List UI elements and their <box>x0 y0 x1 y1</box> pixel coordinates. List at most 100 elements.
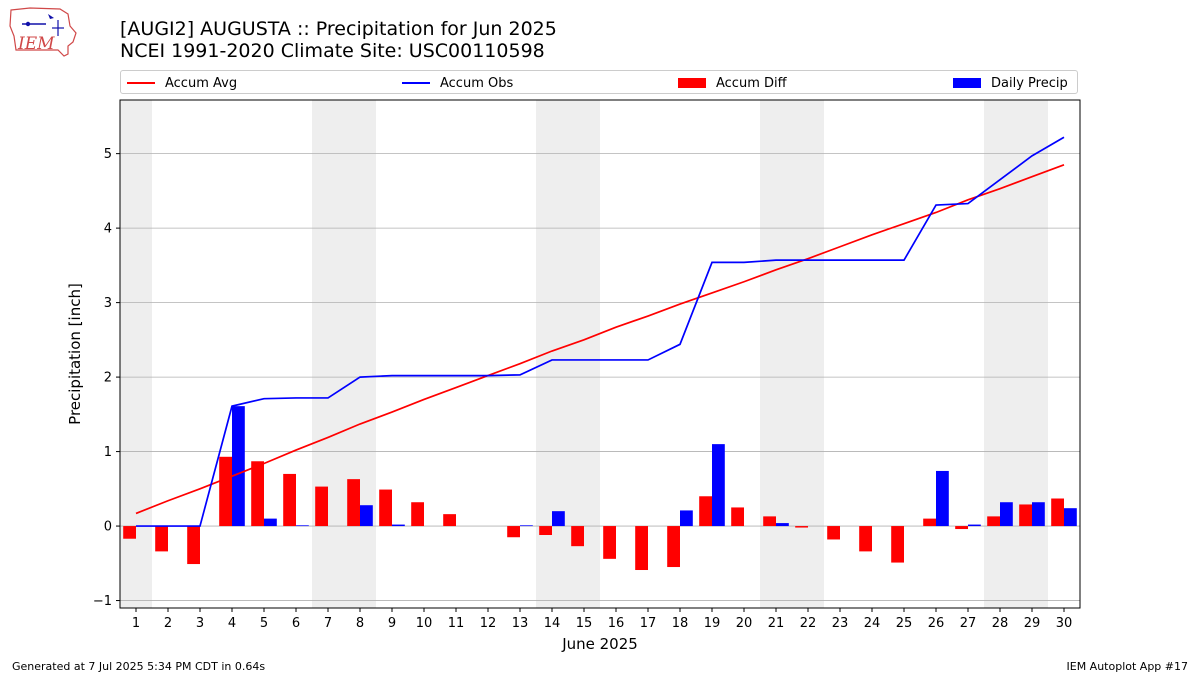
footer-generated: Generated at 7 Jul 2025 5:34 PM CDT in 0… <box>12 660 266 673</box>
x-tick-label-10: 10 <box>416 616 433 631</box>
bar-accum-diff-20 <box>731 507 744 527</box>
bar-daily-precip-19 <box>712 444 725 527</box>
bar-daily-precip-8 <box>360 505 373 527</box>
bar-accum-diff-23 <box>827 526 840 540</box>
x-tick-label-17: 17 <box>640 616 657 631</box>
bar-accum-diff-25 <box>891 526 904 563</box>
weekend-shade-1 <box>120 100 152 608</box>
x-tick-label-5: 5 <box>260 616 268 631</box>
bar-accum-diff-13 <box>507 526 520 538</box>
bar-accum-diff-2 <box>155 526 168 552</box>
x-tick-label-8: 8 <box>356 616 364 631</box>
y-axis-label: Precipitation [inch] <box>66 283 84 425</box>
bar-daily-precip-28 <box>1000 502 1013 527</box>
y-tick-label--1: −1 <box>93 594 112 609</box>
x-tick-label-18: 18 <box>672 616 689 631</box>
x-tick-label-15: 15 <box>576 616 593 631</box>
legend-accum-obs-label: Accum Obs <box>440 75 514 91</box>
bar-accum-diff-30 <box>1051 498 1064 527</box>
bar-accum-diff-7 <box>315 486 328 527</box>
bar-accum-diff-24 <box>859 526 872 552</box>
bar-accum-diff-9 <box>379 489 392 527</box>
bar-accum-diff-3 <box>187 526 200 565</box>
bar-daily-precip-26 <box>936 470 949 527</box>
bar-daily-precip-30 <box>1064 508 1077 527</box>
x-tick-label-11: 11 <box>448 616 465 631</box>
x-axis-label: June 2025 <box>561 635 638 653</box>
x-tick-label-3: 3 <box>196 616 204 631</box>
bar-daily-precip-13 <box>520 525 533 527</box>
x-tick-label-25: 25 <box>896 616 913 631</box>
bar-accum-diff-16 <box>603 526 616 559</box>
bar-accum-diff-21 <box>763 516 776 527</box>
x-tick-label-24: 24 <box>864 616 881 631</box>
bar-daily-precip-21 <box>776 523 789 527</box>
legend-accum-avg-swatch <box>127 82 155 84</box>
svg-text:IEM: IEM <box>17 34 55 54</box>
bar-daily-precip-18 <box>680 510 693 527</box>
y-tick-label-5: 5 <box>104 147 112 162</box>
chart-subtitle: NCEI 1991-2020 Climate Site: USC00110598 <box>120 40 545 62</box>
bar-accum-diff-19 <box>699 496 712 527</box>
bar-accum-diff-27 <box>955 526 968 530</box>
footer-app: IEM Autoplot App #17 <box>1066 660 1189 673</box>
legend-accum-obs: Accum Obs <box>402 74 513 92</box>
x-tick-label-19: 19 <box>704 616 721 631</box>
weekend-shade-2 <box>312 100 376 608</box>
y-tick-label-2: 2 <box>104 371 112 386</box>
y-tick-label-3: 3 <box>104 296 112 311</box>
x-tick-label-4: 4 <box>228 616 236 631</box>
bar-accum-diff-6 <box>283 473 296 527</box>
x-tick-label-23: 23 <box>832 616 849 631</box>
legend-daily-precip-label: Daily Precip <box>991 75 1068 91</box>
bar-accum-diff-22 <box>795 526 808 528</box>
x-tick-label-16: 16 <box>608 616 625 631</box>
legend-accum-diff: Accum Diff <box>678 74 787 92</box>
x-tick-label-28: 28 <box>992 616 1009 631</box>
bar-daily-precip-29 <box>1032 502 1045 527</box>
bar-accum-diff-10 <box>411 502 424 527</box>
x-tick-label-12: 12 <box>480 616 497 631</box>
x-tick-label-29: 29 <box>1024 616 1041 631</box>
line-accum-obs <box>136 136 1065 527</box>
chart-title: [AUGI2] AUGUSTA :: Precipitation for Jun… <box>120 18 557 40</box>
bar-daily-precip-6 <box>296 525 309 527</box>
bar-accum-diff-8 <box>347 479 360 527</box>
x-tick-label-20: 20 <box>736 616 753 631</box>
weekend-shade-4 <box>760 100 824 608</box>
legend: Accum Avg Accum Obs Accum Diff Daily Pre… <box>120 70 1078 94</box>
iem-logo: IEM <box>9 7 77 57</box>
x-tick-label-30: 30 <box>1056 616 1073 631</box>
bar-daily-precip-5 <box>264 518 277 527</box>
x-tick-label-13: 13 <box>512 616 529 631</box>
x-tick-label-27: 27 <box>960 616 977 631</box>
bar-accum-diff-28 <box>987 516 1000 527</box>
bar-accum-diff-18 <box>667 526 680 568</box>
bar-accum-diff-29 <box>1019 504 1032 527</box>
bar-daily-precip-4 <box>232 406 245 527</box>
bar-accum-diff-4 <box>219 456 232 527</box>
x-tick-label-6: 6 <box>292 616 300 631</box>
x-tick-label-22: 22 <box>800 616 817 631</box>
y-tick-label-1: 1 <box>104 445 112 460</box>
bar-accum-diff-5 <box>251 461 264 527</box>
bar-daily-precip-9 <box>392 524 405 527</box>
y-tick-label-0: 0 <box>104 520 112 535</box>
bar-daily-precip-27 <box>968 524 981 527</box>
legend-daily-precip-swatch <box>953 78 981 88</box>
weekend-shade-5 <box>984 100 1048 608</box>
x-tick-label-21: 21 <box>768 616 785 631</box>
legend-accum-diff-label: Accum Diff <box>716 75 787 91</box>
bar-accum-diff-15 <box>571 526 584 547</box>
legend-accum-obs-swatch <box>402 82 430 84</box>
legend-accum-avg: Accum Avg <box>127 74 237 92</box>
x-tick-label-7: 7 <box>324 616 332 631</box>
x-tick-label-14: 14 <box>544 616 561 631</box>
x-tick-label-9: 9 <box>388 616 396 631</box>
legend-accum-diff-swatch <box>678 78 706 88</box>
x-tick-label-2: 2 <box>164 616 172 631</box>
bar-accum-diff-1 <box>123 526 136 539</box>
legend-daily-precip: Daily Precip <box>953 74 1068 92</box>
bar-daily-precip-14 <box>552 511 565 527</box>
plot-frame <box>119 99 1081 609</box>
